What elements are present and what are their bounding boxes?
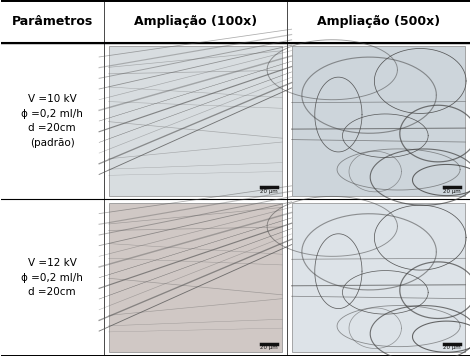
Text: V =10 kV
ϕ =0,2 ml/h
d =20cm
(padrão): V =10 kV ϕ =0,2 ml/h d =20cm (padrão) (21, 94, 83, 148)
Text: 20 μm: 20 μm (443, 345, 461, 350)
Text: 20 μm: 20 μm (443, 189, 461, 194)
FancyBboxPatch shape (291, 203, 465, 352)
FancyBboxPatch shape (109, 46, 282, 196)
FancyBboxPatch shape (291, 46, 465, 196)
Text: V =12 kV
ϕ =0,2 ml/h
d =20cm: V =12 kV ϕ =0,2 ml/h d =20cm (21, 258, 83, 298)
Text: 20 μm: 20 μm (260, 345, 278, 350)
Text: Parâmetros: Parâmetros (12, 15, 93, 28)
Text: 20 μm: 20 μm (260, 189, 278, 194)
FancyBboxPatch shape (109, 203, 282, 352)
Text: Ampliação (100x): Ampliação (100x) (134, 15, 257, 28)
Text: Ampliação (500x): Ampliação (500x) (317, 15, 440, 28)
